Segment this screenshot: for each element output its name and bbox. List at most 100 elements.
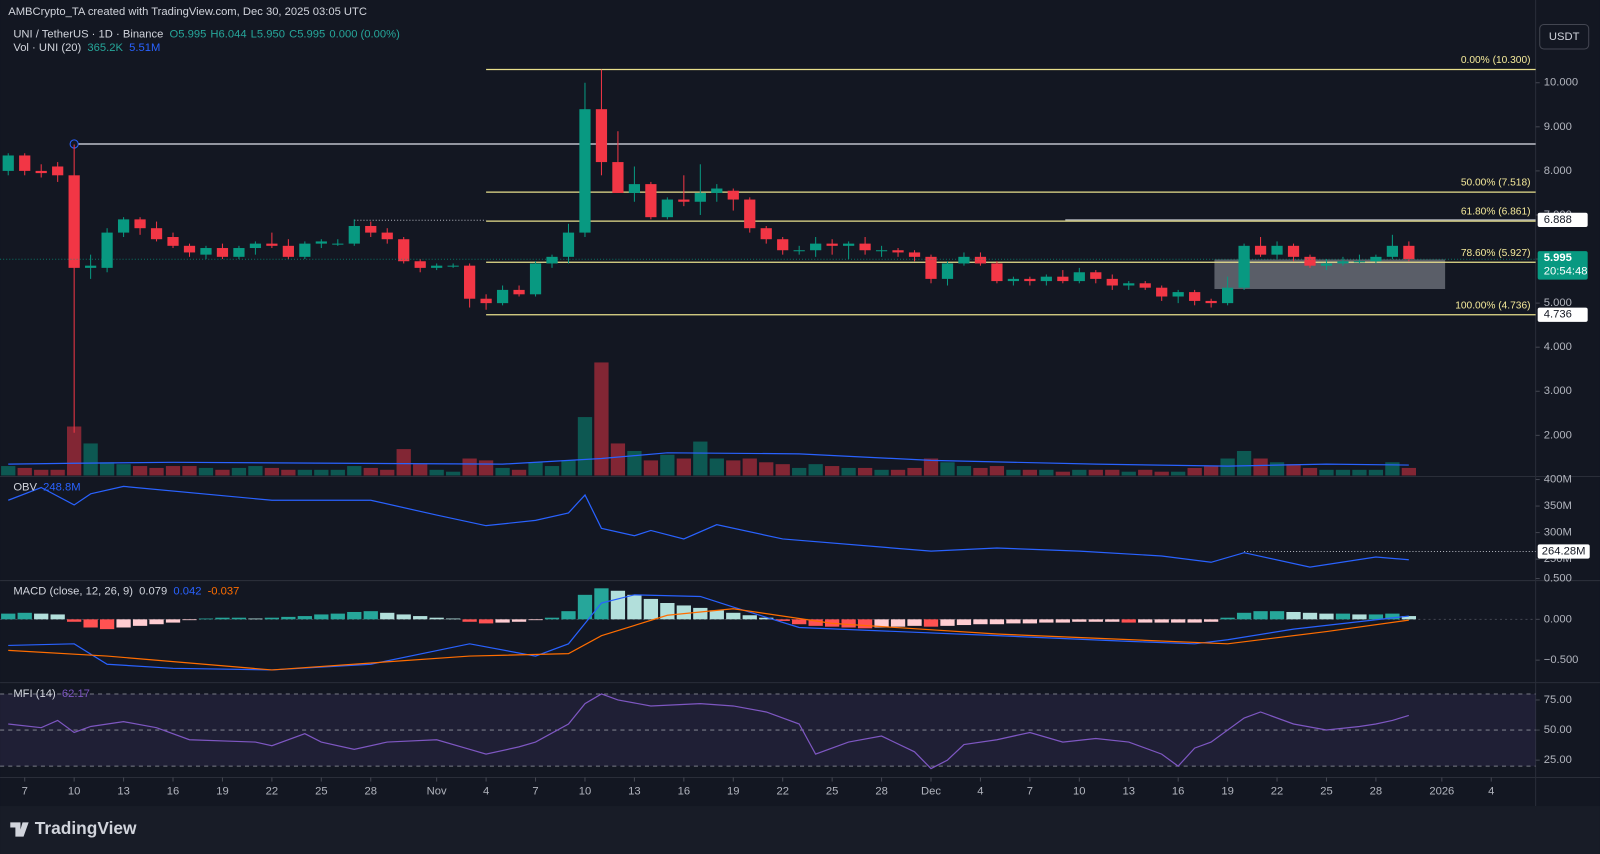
histogram-bar bbox=[380, 612, 395, 620]
symbol-legend: UNI / TetherUS · 1D · Binance bbox=[13, 29, 163, 41]
x-tick-label: 7 bbox=[532, 786, 538, 798]
candle-body bbox=[249, 243, 262, 249]
histogram-bar bbox=[17, 612, 32, 620]
indicator-value: 365.2K bbox=[87, 42, 123, 54]
volume-bar bbox=[215, 469, 230, 476]
volume-bar bbox=[1138, 469, 1153, 476]
histogram-bar bbox=[182, 619, 197, 621]
candle-body bbox=[925, 256, 937, 279]
candle-body bbox=[513, 289, 525, 295]
candle-body bbox=[117, 219, 130, 233]
ohlc-value: L5.950 bbox=[251, 29, 285, 41]
candle-body bbox=[1139, 283, 1151, 288]
x-tick-label: 4 bbox=[483, 786, 489, 798]
countdown-label: 20:54:48 bbox=[1544, 265, 1588, 277]
histogram-bar bbox=[1072, 619, 1087, 622]
histogram-bar bbox=[1039, 619, 1054, 623]
ohlc-value: O5.995 bbox=[170, 29, 207, 41]
x-tick-label: 13 bbox=[628, 786, 640, 798]
volume-bar bbox=[676, 458, 691, 476]
x-tick-label: 2026 bbox=[1429, 786, 1454, 798]
histogram-bar bbox=[396, 614, 411, 620]
histogram-bar bbox=[99, 619, 115, 630]
volume-bar bbox=[1385, 462, 1400, 476]
histogram-bar bbox=[528, 619, 543, 621]
histogram-bar bbox=[874, 619, 889, 628]
histogram-bar bbox=[132, 619, 148, 626]
indicator-line bbox=[8, 608, 1409, 671]
volume-bar bbox=[478, 460, 494, 476]
volume-bar bbox=[610, 443, 626, 476]
volume-bar bbox=[1055, 471, 1070, 476]
x-tick-label: 25 bbox=[315, 786, 327, 798]
volume-bar bbox=[462, 458, 477, 476]
volume-bar bbox=[1352, 469, 1367, 476]
x-tick-label: 7 bbox=[1027, 786, 1033, 798]
volume-bar bbox=[907, 467, 922, 476]
candle-body bbox=[579, 109, 591, 233]
volume-bar bbox=[132, 466, 148, 476]
volume-bar bbox=[198, 467, 214, 476]
candle-body bbox=[150, 228, 163, 240]
histogram-bar bbox=[1236, 612, 1252, 620]
volume-bar bbox=[83, 443, 98, 476]
volume-bar bbox=[1105, 469, 1120, 476]
candle-body bbox=[760, 228, 772, 240]
candle-body bbox=[68, 175, 80, 268]
currency-label[interactable]: USDT bbox=[1549, 31, 1580, 43]
histogram-bar bbox=[561, 611, 576, 620]
histogram-bar bbox=[1269, 611, 1285, 620]
indicator-line bbox=[8, 485, 1409, 568]
candle-body bbox=[1271, 245, 1283, 255]
candle-body bbox=[233, 248, 245, 257]
candle-body bbox=[958, 256, 970, 264]
histogram-bar bbox=[1352, 614, 1367, 620]
volume-bar bbox=[709, 458, 724, 476]
histogram-bar bbox=[413, 616, 428, 620]
histogram-bar bbox=[446, 618, 461, 620]
x-tick-label: 4 bbox=[1488, 786, 1494, 798]
last-price-box bbox=[1537, 251, 1588, 280]
histogram-bar bbox=[116, 619, 131, 628]
volume-bar bbox=[577, 417, 593, 476]
candle-body bbox=[85, 265, 97, 268]
histogram-bar bbox=[627, 594, 642, 620]
volume-bar bbox=[182, 466, 197, 476]
histogram-bar bbox=[676, 605, 691, 620]
x-tick-label: 10 bbox=[1073, 786, 1085, 798]
volume-bar bbox=[99, 462, 115, 476]
price-marker-box bbox=[1537, 212, 1588, 228]
logo: TradingView bbox=[10, 818, 137, 838]
volume-bar bbox=[1039, 469, 1054, 476]
volume-bar bbox=[544, 466, 560, 476]
histogram-bar bbox=[857, 619, 873, 629]
currency-button[interactable] bbox=[1539, 23, 1590, 50]
candle-body bbox=[991, 263, 1003, 282]
volume-bar bbox=[1302, 467, 1318, 476]
candle-body bbox=[727, 190, 739, 200]
fib-label: 0.00% (10.300) bbox=[1461, 55, 1531, 66]
indicator-value: 5.51M bbox=[129, 42, 160, 54]
histogram-bar bbox=[1, 613, 16, 620]
indicator-title: OBV bbox=[13, 482, 37, 494]
candle-body bbox=[365, 225, 377, 233]
histogram-bar bbox=[890, 619, 906, 627]
histogram-bar bbox=[1138, 619, 1153, 623]
histogram-bar bbox=[940, 619, 955, 626]
volume-bar bbox=[1220, 458, 1235, 476]
indicator-line bbox=[8, 452, 1409, 467]
candle-body bbox=[1353, 261, 1366, 263]
volume-bar bbox=[248, 466, 263, 476]
x-tick-label: 16 bbox=[167, 786, 179, 798]
volume-bar bbox=[1335, 469, 1351, 476]
histogram-bar bbox=[1203, 619, 1219, 622]
histogram-bar bbox=[544, 617, 560, 620]
candle-body bbox=[200, 248, 212, 255]
volume-bar bbox=[380, 469, 395, 476]
histogram-bar bbox=[709, 610, 724, 620]
histogram-bar bbox=[1187, 619, 1202, 623]
histogram-bar bbox=[1105, 619, 1120, 622]
volume-bar bbox=[511, 469, 527, 476]
candle-body bbox=[464, 265, 476, 299]
